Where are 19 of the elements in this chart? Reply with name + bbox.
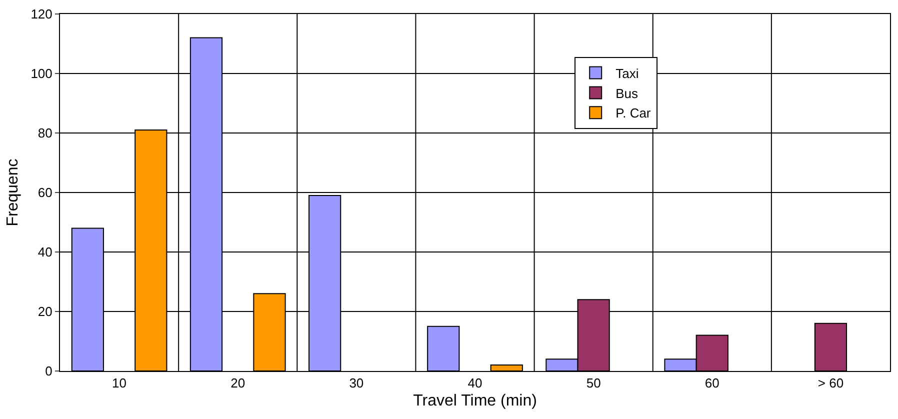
legend-label: Taxi: [616, 66, 639, 81]
x-tick-label: 30: [349, 376, 364, 391]
x-tick-label: 20: [230, 376, 246, 391]
y-tick-label: 20: [38, 304, 52, 320]
y-tick-label: 80: [38, 126, 52, 141]
y-axis-title: Frequenc: [4, 158, 22, 226]
y-tick-label: 0: [45, 364, 52, 379]
legend-label: Bus: [616, 86, 638, 101]
legend-label: P. Car: [616, 106, 652, 121]
x-tick-label: 50: [586, 376, 601, 391]
y-tick-label: 60: [38, 185, 52, 200]
x-tick-label: > 60: [818, 376, 844, 391]
x-axis-title: Travel Time (min): [413, 392, 537, 410]
y-tick-label: 100: [30, 66, 52, 82]
x-tick-label: 10: [112, 376, 127, 391]
x-tick-label: 60: [704, 376, 720, 391]
x-tick-label: 40: [468, 376, 482, 391]
y-tick-label: 40: [38, 244, 52, 260]
y-tick-label: 120: [30, 6, 52, 22]
